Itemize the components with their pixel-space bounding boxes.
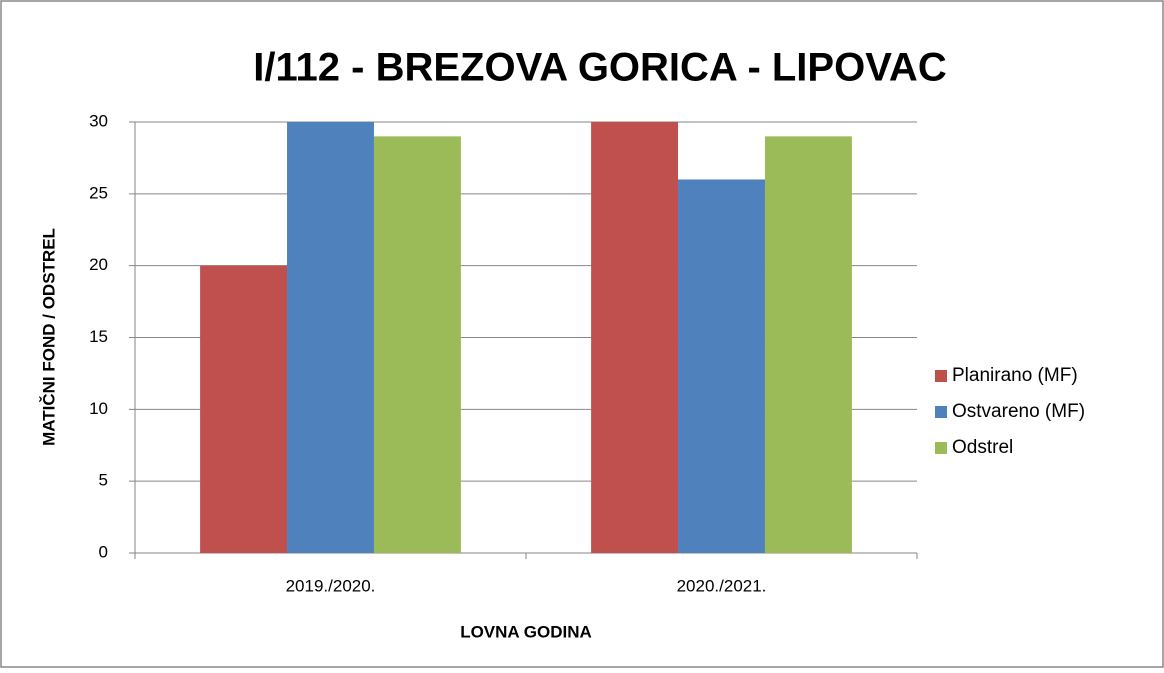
bar — [678, 179, 765, 553]
y-tick-label: 25 — [89, 183, 108, 202]
y-tick-label: 0 — [99, 542, 108, 561]
y-tick-label: 5 — [99, 471, 108, 490]
y-tick-label: 20 — [89, 255, 108, 274]
x-tick-label: 2019./2020. — [286, 576, 376, 595]
legend-label: Odstrel — [952, 437, 1013, 458]
y-tick-label: 30 — [89, 111, 108, 130]
legend-swatch — [935, 442, 947, 454]
legend-label: Planirano (MF) — [952, 365, 1078, 386]
x-axis-title: LOVNA GODINA — [460, 622, 592, 641]
x-tick-label: 2020./2021. — [677, 576, 767, 595]
bar — [764, 136, 852, 553]
bar — [373, 136, 461, 553]
legend-swatch — [935, 370, 947, 382]
bar — [200, 265, 288, 553]
legend-swatch — [935, 406, 947, 418]
bar — [591, 122, 679, 553]
legend-label: Ostvareno (MF) — [952, 401, 1085, 422]
bar — [287, 122, 374, 553]
chart-title: I/112 - BREZOVA GORICA - LIPOVAC — [253, 46, 946, 90]
y-tick-label: 15 — [89, 327, 108, 346]
y-tick-label: 10 — [89, 399, 108, 418]
y-axis-title: MATIČNI FOND / ODSTREL — [39, 228, 58, 446]
